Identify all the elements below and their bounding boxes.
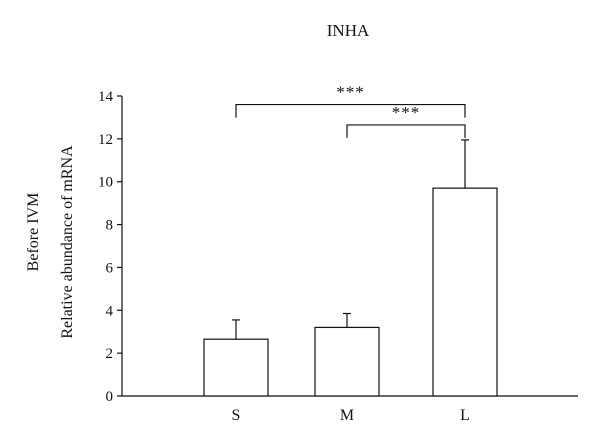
bars	[203, 187, 498, 397]
side-label: Before IVM	[25, 193, 42, 272]
y-tick-label: 2	[106, 346, 114, 362]
significance-brackets: *** ***	[235, 83, 466, 138]
significance-label: ***	[336, 83, 365, 102]
significance-bracket	[235, 103, 466, 118]
x-category-label: S	[232, 407, 241, 424]
significance-bracket	[346, 124, 466, 138]
y-tick-label: 8	[106, 218, 114, 234]
bar-L	[432, 187, 498, 397]
x-category-label: M	[340, 407, 354, 424]
y-tick-label: 14	[98, 89, 114, 105]
error-bars	[232, 139, 469, 340]
y-tick-label: 12	[98, 132, 113, 148]
chart-title: INHA	[327, 21, 370, 40]
significance-label: ***	[392, 103, 421, 122]
y-axis-ticks: 0 2 4 6 8 10 12 14	[98, 89, 122, 405]
y-axis-label: Relative abundance of mRNA	[59, 145, 76, 339]
y-tick-label: 0	[106, 389, 114, 405]
bar-M	[314, 326, 380, 397]
y-tick-label: 6	[106, 260, 114, 276]
y-tick-label: 10	[98, 175, 113, 191]
x-category-label: L	[460, 407, 470, 424]
bar-S	[203, 338, 269, 397]
y-tick-label: 4	[106, 303, 114, 319]
